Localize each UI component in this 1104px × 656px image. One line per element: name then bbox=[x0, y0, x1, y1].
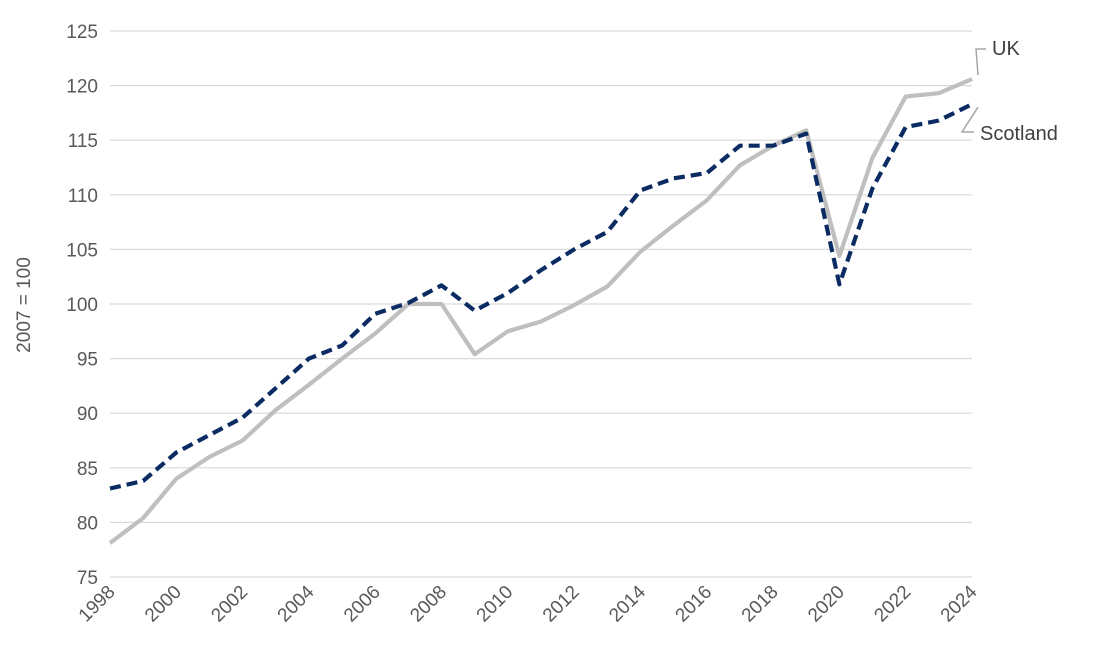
x-tick-label-2006: 2006 bbox=[340, 582, 385, 627]
series-line-scotland bbox=[109, 102, 973, 491]
y-tick-label-95: 95 bbox=[77, 350, 98, 371]
x-tick-label-2008: 2008 bbox=[406, 582, 451, 627]
y-tick-label-80: 80 bbox=[77, 513, 98, 534]
y-tick-labels: 75 80 85 90 95 100 105 110 115 120 125 bbox=[66, 22, 98, 589]
y-tick-label-105: 105 bbox=[66, 240, 98, 261]
leader-uk bbox=[975, 48, 986, 76]
series-label-uk: UK bbox=[992, 38, 1020, 60]
y-tick-label-85: 85 bbox=[77, 459, 98, 480]
gridlines bbox=[110, 30, 972, 578]
x-tick-labels: 1998 2000 2002 2004 2006 2008 2010 2012 2014 2016… bbox=[75, 581, 982, 626]
series-label-scotland: Scotland bbox=[980, 123, 1058, 145]
series-line-uk bbox=[108, 77, 973, 545]
y-tick-label-125: 125 bbox=[66, 22, 98, 43]
y-tick-label-75: 75 bbox=[77, 568, 98, 589]
x-tick-label-2010: 2010 bbox=[473, 582, 518, 627]
x-tick-label-2002: 2002 bbox=[207, 582, 252, 627]
y-tick-label-110: 110 bbox=[68, 186, 98, 207]
x-tick-label-2018: 2018 bbox=[738, 582, 783, 627]
y-tick-label-120: 120 bbox=[66, 77, 98, 98]
y-tick-label-90: 90 bbox=[77, 404, 98, 425]
x-tick-label-2004: 2004 bbox=[274, 581, 319, 626]
x-tick-label-2024: 2024 bbox=[937, 581, 982, 626]
y-tick-label-115: 115 bbox=[68, 131, 98, 152]
y-axis-title: 2007 = 100 bbox=[14, 257, 35, 353]
x-tick-label-2022: 2022 bbox=[870, 582, 915, 627]
x-tick-label-2014: 2014 bbox=[605, 581, 650, 626]
y-tick-label-100: 100 bbox=[66, 295, 98, 316]
x-tick-label-2000: 2000 bbox=[141, 582, 186, 627]
series-lines bbox=[108, 77, 973, 545]
series-label-leaders bbox=[960, 48, 986, 133]
x-tick-label-2012: 2012 bbox=[539, 582, 584, 627]
x-tick-label-2016: 2016 bbox=[672, 582, 717, 627]
x-tick-label-2020: 2020 bbox=[804, 582, 849, 627]
leader-scotland bbox=[960, 106, 979, 133]
